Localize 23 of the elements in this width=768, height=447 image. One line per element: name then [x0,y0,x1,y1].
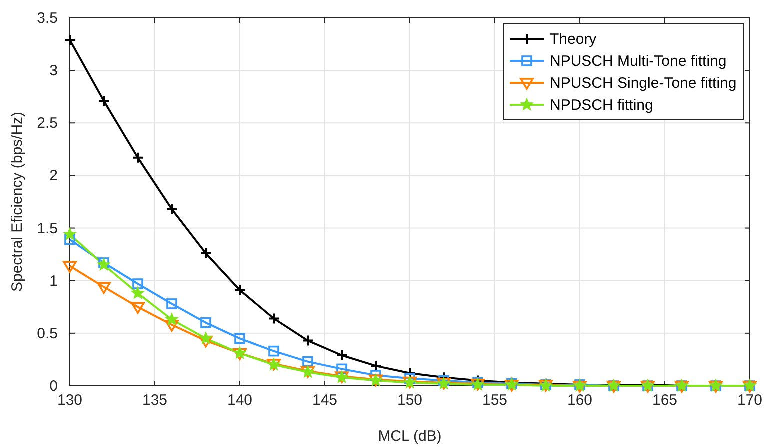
legend-label: NPUSCH Multi-Tone fitting [550,53,727,70]
x-tick-label: 150 [397,392,423,409]
y-tick-label: 0 [50,378,58,395]
y-tick-label: 0.5 [37,325,58,342]
y-tick-label: 1 [50,272,58,290]
y-axis-title: Spectral Eficiency (bps/Hz) [9,112,26,292]
legend-label: NPDSCH fitting [550,97,654,114]
x-tick-label: 140 [227,392,253,409]
x-tick-label: 135 [142,392,168,409]
x-tick-label: 165 [652,392,678,409]
legend-label: NPUSCH Single-Tone fitting [550,75,737,92]
x-tick-label: 155 [482,392,508,409]
x-tick-label: 170 [737,392,763,409]
x-tick-label: 130 [57,392,83,409]
x-tick-label: 160 [567,392,593,409]
x-tick-label: 145 [312,392,338,409]
y-tick-label: 3 [50,62,58,80]
y-tick-label: 3.5 [37,10,58,27]
y-tick-label: 2 [50,168,58,185]
y-tick-label: 2.5 [37,115,58,132]
legend-label: Theory [550,31,598,48]
y-tick-label: 1.5 [37,220,58,238]
x-axis-title: MCL (dB) [378,428,442,445]
